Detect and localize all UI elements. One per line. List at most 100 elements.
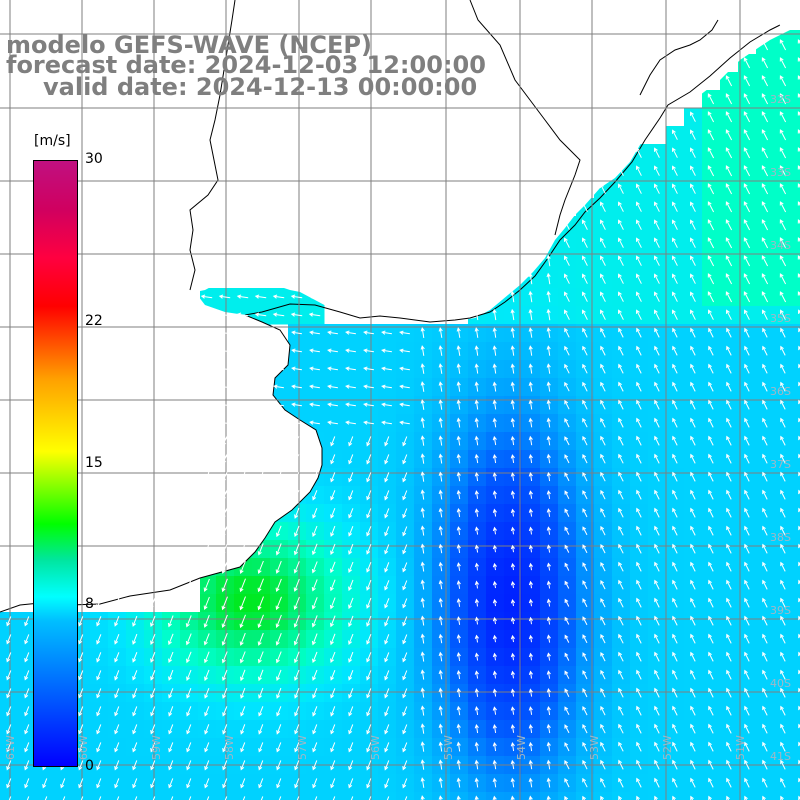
wind-arrow [366, 526, 372, 537]
wind-speed-cell [792, 342, 800, 361]
wind-speed-cell [792, 216, 800, 235]
wind-arrow [78, 634, 84, 645]
wind-arrow [546, 363, 551, 374]
wind-arrow [438, 795, 443, 800]
wind-speed-cell [792, 288, 800, 307]
wind-arrow [744, 543, 750, 554]
wind-arrow [258, 669, 264, 682]
wind-speed-cell [792, 72, 800, 91]
wind-arrow [582, 291, 588, 302]
wind-arrow [761, 129, 769, 141]
wind-arrow [218, 312, 231, 317]
wind-arrow [474, 598, 479, 607]
wind-arrow [260, 796, 264, 800]
wind-arrow [474, 471, 479, 482]
wind-arrow [438, 597, 443, 608]
wind-arrow [203, 543, 210, 556]
wind-arrow [779, 75, 787, 87]
wind-arrow [240, 454, 246, 465]
wind-arrow [204, 436, 210, 447]
wind-arrow [564, 472, 570, 482]
wind-arrow [186, 669, 192, 681]
wind-arrow [492, 417, 497, 428]
wind-arrow [528, 472, 533, 481]
wind-arrow [330, 579, 336, 592]
wind-arrow [255, 348, 266, 353]
wind-arrow [779, 219, 787, 231]
wind-arrow [311, 579, 318, 592]
wind-arrow [636, 525, 642, 536]
wind-arrow [219, 420, 230, 425]
wind-arrow [456, 489, 461, 500]
wind-arrow [474, 616, 479, 625]
wind-arrow [726, 687, 732, 698]
wind-arrow [420, 435, 425, 446]
wind-arrow [725, 255, 733, 267]
wind-arrow [546, 616, 551, 625]
wind-arrow [348, 651, 354, 663]
wind-arrow [492, 345, 497, 356]
wind-arrow [237, 330, 248, 335]
wind-arrow [240, 490, 246, 501]
wind-arrow [726, 759, 732, 770]
colorbar-unit: [m/s] [34, 133, 71, 149]
wind-arrow [185, 597, 192, 610]
wind-arrow [6, 706, 12, 717]
colorbar-tick-label: 15 [85, 454, 103, 471]
wind-arrow [654, 741, 660, 752]
wind-arrow [420, 705, 425, 716]
wind-arrow [309, 366, 320, 371]
wind-arrow [438, 399, 443, 410]
wind-arrow [381, 366, 392, 371]
wind-arrow [438, 777, 443, 788]
wind-arrow [708, 489, 714, 500]
wind-arrow [690, 579, 696, 590]
wind-arrow [762, 543, 768, 554]
wind-arrow [780, 597, 786, 608]
wind-arrow [348, 706, 354, 717]
wind-arrow [600, 201, 606, 212]
wind-arrow [582, 688, 588, 698]
wind-arrow [78, 742, 84, 753]
wind-arrow [779, 165, 787, 177]
latitude-label: 34S [770, 239, 791, 252]
wind-arrow [275, 633, 282, 646]
wind-arrow [492, 688, 497, 697]
wind-arrow [366, 544, 372, 555]
wind-arrow [797, 201, 800, 207]
wind-arrow [761, 183, 769, 195]
wind-arrow [278, 796, 282, 800]
wind-arrow [761, 291, 769, 303]
wind-arrow [725, 201, 733, 213]
wind-speed-cell [522, 792, 541, 800]
wind-arrow [654, 579, 660, 590]
wind-arrow [186, 688, 192, 699]
wind-arrow [744, 489, 750, 500]
wind-arrow [492, 777, 497, 788]
wind-arrow [276, 669, 282, 682]
wind-arrow [636, 381, 642, 392]
wind-arrow [726, 417, 732, 428]
wind-arrow [510, 688, 515, 697]
wind-arrow [654, 543, 660, 554]
wind-arrow [708, 615, 714, 626]
wind-arrow [492, 544, 497, 553]
wind-arrow [402, 670, 408, 681]
wind-arrow [725, 237, 733, 249]
wind-arrow [474, 634, 479, 643]
wind-arrow [510, 670, 515, 679]
wind-arrow [690, 651, 696, 662]
wind-arrow [510, 706, 515, 715]
wind-arrow [600, 543, 606, 554]
border-uruguay [189, 0, 236, 291]
wind-arrow [42, 778, 48, 789]
wind-arrow [420, 687, 425, 698]
wind-arrow [24, 778, 30, 789]
wind-arrow [420, 741, 425, 752]
wind-arrow [510, 652, 515, 661]
wind-arrow [258, 760, 264, 771]
wind-arrow [546, 453, 551, 464]
wind-arrow [780, 417, 786, 428]
wind-arrow [636, 309, 642, 320]
wind-arrow [78, 670, 84, 681]
